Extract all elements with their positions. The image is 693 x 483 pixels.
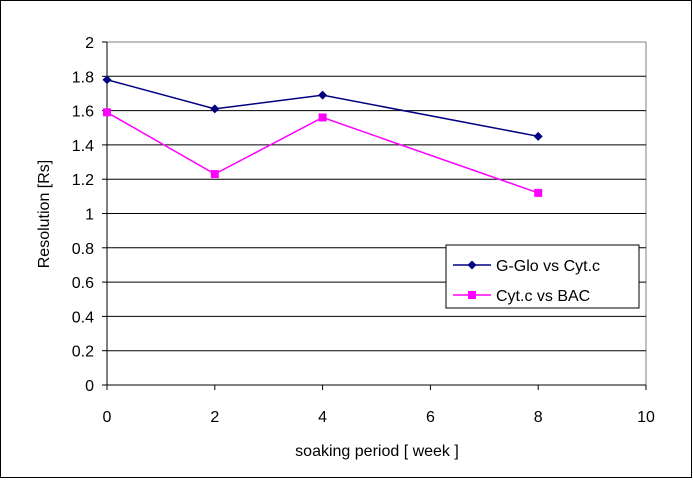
series-line	[106, 111, 539, 194]
y-tick-label: 0.6	[72, 275, 94, 292]
y-tick-label: 2	[85, 35, 94, 52]
series-group	[102, 75, 543, 197]
y-tick-label: 1.4	[72, 138, 94, 155]
data-point	[318, 90, 328, 100]
y-tick-label: 1.6	[72, 104, 94, 121]
y-tick-label: 1.8	[72, 69, 94, 86]
y-axis-label: Resolution [Rs]	[36, 160, 53, 269]
data-point	[102, 75, 112, 85]
data-point	[318, 113, 327, 122]
y-tick-label: 0.8	[72, 241, 94, 258]
series-2	[103, 108, 543, 197]
data-point	[533, 131, 543, 141]
y-tick-label: 0.4	[72, 309, 94, 326]
x-tick-label: 6	[426, 409, 435, 426]
series-1	[102, 75, 543, 141]
legend-label: G-Glo vs Cyt.c	[496, 258, 600, 275]
y-tick-label: 0	[85, 378, 94, 395]
x-tick-label: 10	[637, 409, 655, 426]
legend-item: G-Glo vs Cyt.c	[453, 258, 600, 275]
axes: 0 0.2 0.4 0.6 0.8 1 1.2 1.4 1.6 1.8 2 0 2 4 6 8 10	[72, 35, 655, 426]
x-tick-label: 2	[210, 409, 219, 426]
legend-swatch-marker	[468, 291, 476, 299]
x-axis-label: soaking period [ week ]	[295, 443, 459, 460]
legend-item: Cyt.c vs BAC	[453, 288, 590, 305]
x-tick-label: 0	[103, 409, 112, 426]
y-tick-label: 1	[85, 207, 94, 224]
data-point	[103, 108, 111, 117]
data-point	[534, 188, 543, 197]
legend-label: Cyt.c vs BAC	[496, 288, 590, 305]
x-tick-label: 4	[318, 409, 327, 426]
legend-swatch-marker	[467, 260, 477, 270]
y-tick-label: 0.2	[72, 344, 94, 361]
data-point	[210, 170, 219, 179]
y-tick-label: 1.2	[72, 172, 94, 189]
data-point	[210, 104, 220, 114]
series-line	[106, 79, 539, 138]
legend-box	[445, 244, 640, 309]
legend: G-Glo vs Cyt.c Cyt.c vs BAC	[445, 244, 640, 309]
x-tick-label: 8	[534, 409, 543, 426]
